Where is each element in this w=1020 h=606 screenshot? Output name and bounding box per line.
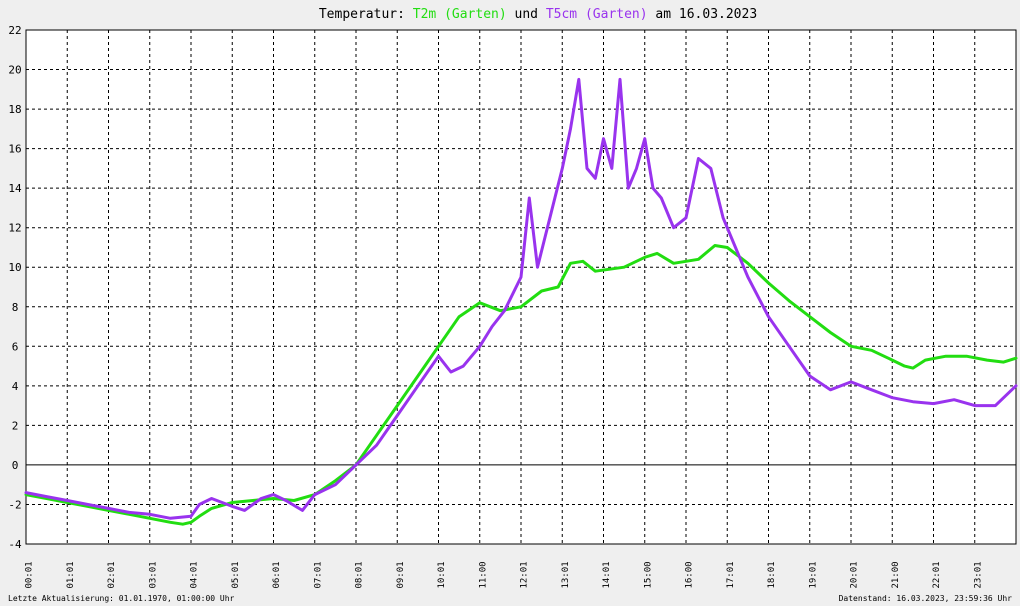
y-tick-label: 20 (8, 64, 21, 77)
x-tick-label: 15:00 (643, 561, 653, 588)
title-prefix: Temperatur: (319, 7, 413, 22)
y-tick-label: 18 (8, 103, 21, 116)
x-tick-label: 21:00 (891, 561, 901, 588)
x-tick-label: 11:00 (478, 561, 488, 588)
x-tick-label: 00:01 (25, 561, 35, 588)
y-tick-label: 10 (8, 261, 21, 274)
grid-lines (26, 30, 1016, 544)
footer-last-update: Letzte Aktualisierung: 01.01.1970, 01:00… (8, 594, 235, 603)
x-tick-label: 16:00 (685, 561, 695, 588)
title-mid: und (507, 7, 546, 22)
y-tick-label: 14 (8, 182, 22, 195)
x-tick-label: 23:01 (973, 561, 983, 588)
x-tick-label: 19:01 (808, 561, 818, 588)
y-tick-label: -4 (8, 538, 22, 551)
title-suffix: am 16.03.2023 (648, 7, 758, 22)
x-axis-ticks: 00:01 01:01 02:01 03:01 04:01 05:01 06:01 07:01… (25, 561, 984, 588)
y-tick-label: -2 (8, 498, 21, 511)
y-tick-label: 22 (8, 24, 21, 37)
x-tick-label: 10:01 (437, 561, 447, 588)
y-tick-label: 6 (12, 340, 19, 353)
x-tick-label: 05:01 (231, 561, 241, 588)
x-tick-label: 09:01 (396, 561, 406, 588)
series-lines (24, 77, 1018, 526)
series-line-t2m (24, 244, 1018, 526)
x-tick-label: 04:01 (190, 561, 200, 588)
y-tick-label: 12 (8, 222, 21, 235)
x-tick-label: 17:01 (726, 561, 736, 588)
series-line-t5cm (24, 77, 1018, 520)
x-tick-label: 03:01 (148, 561, 158, 588)
x-tick-label: 12:01 (520, 561, 530, 588)
x-tick-label: 13:01 (561, 561, 571, 588)
x-tick-label: 20:01 (850, 561, 860, 588)
x-tick-label: 22:01 (932, 561, 942, 588)
y-tick-label: 4 (12, 380, 19, 393)
title-series-t2m: T2m (Garten) (413, 7, 507, 22)
x-tick-label: 18:01 (767, 561, 777, 588)
x-tick-label: 14:01 (602, 561, 612, 588)
y-tick-label: 8 (12, 301, 19, 314)
y-tick-label: 16 (8, 143, 21, 156)
x-tick-label: 06:01 (272, 561, 282, 588)
y-tick-label: 2 (12, 419, 19, 432)
chart-title: Temperatur: T2m (Garten) und T5cm (Garte… (319, 7, 757, 22)
footer-data-status: Datenstand: 16.03.2023, 23:59:36 Uhr (839, 594, 1013, 603)
y-tick-label: 0 (12, 459, 19, 472)
x-tick-label: 07:01 (313, 561, 323, 588)
title-series-t5cm: T5cm (Garten) (546, 7, 648, 22)
x-tick-label: 01:01 (66, 561, 76, 588)
x-tick-label: 08:01 (355, 561, 365, 588)
x-tick-label: 02:01 (107, 561, 117, 588)
plot-area (25, 29, 1017, 545)
